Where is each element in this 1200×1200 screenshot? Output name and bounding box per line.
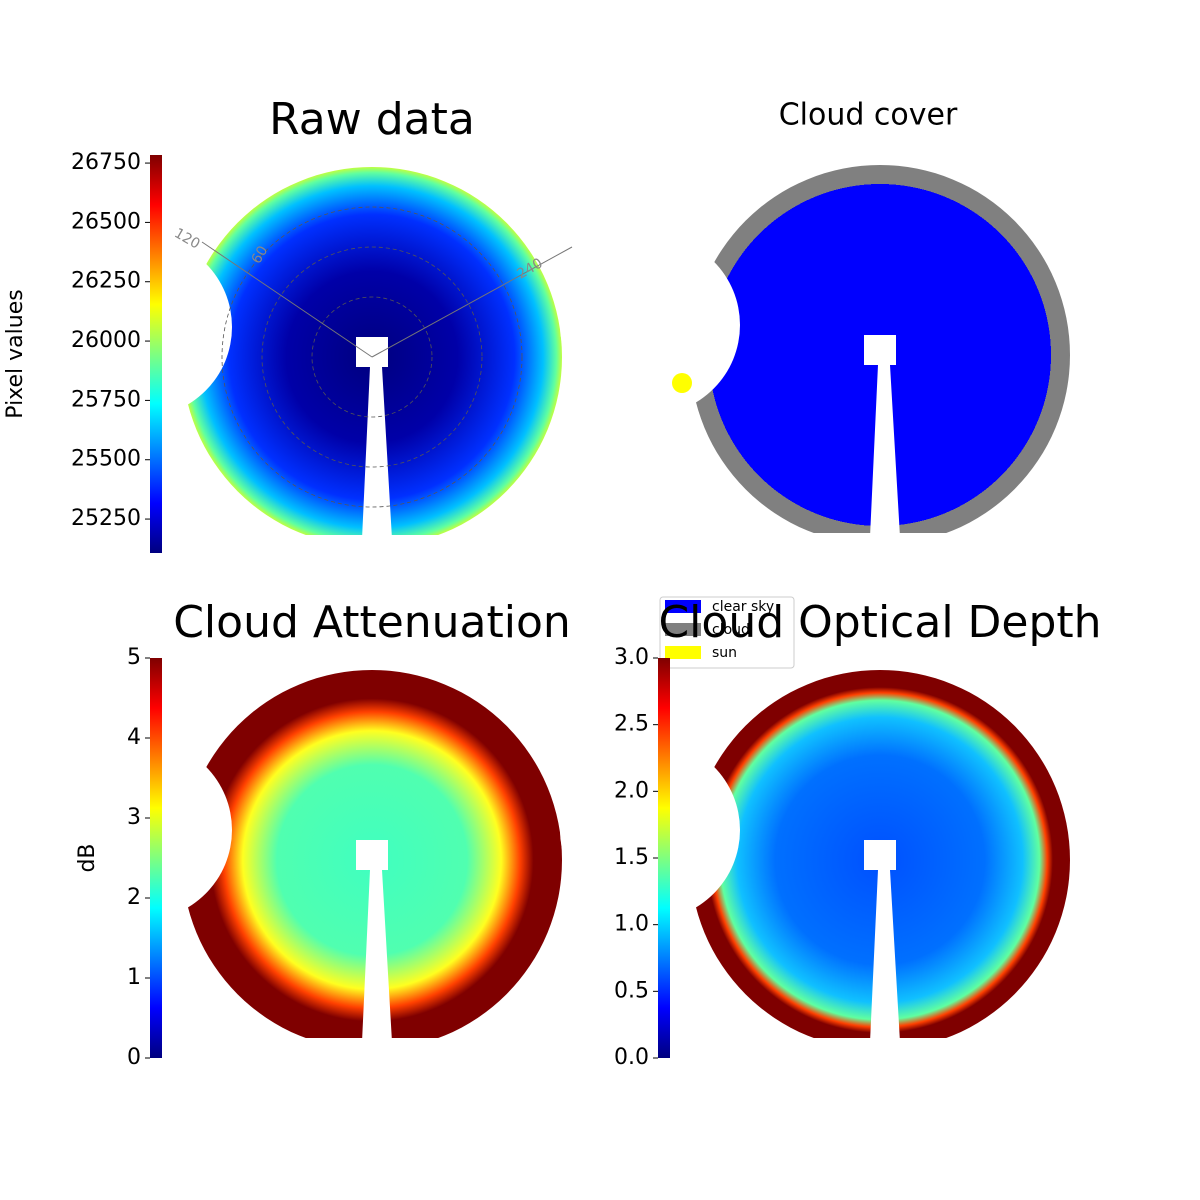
colorbar-tick-label: 3.0	[614, 645, 649, 670]
colorbar-tick-label: 25500	[71, 447, 141, 472]
colorbar-tick-label: 25750	[71, 387, 141, 412]
legend-swatch	[665, 646, 701, 659]
colorbar	[658, 658, 670, 1058]
mask	[680, 533, 1080, 553]
colorbar-tick-label: 26000	[71, 328, 141, 353]
mask	[52, 740, 232, 920]
legend-label: sun	[712, 645, 737, 661]
polar-ring	[201, 241, 373, 358]
colorbar	[150, 155, 162, 553]
legend-swatch	[665, 600, 701, 613]
polar-ring	[311, 296, 433, 418]
colorbar-label: dB	[75, 843, 100, 872]
colorbar-tick-label: 2.0	[614, 778, 649, 803]
colorbar-tick-label: 3	[127, 805, 141, 830]
colorbar-tick-label: 26750	[71, 150, 141, 175]
colorbar	[150, 658, 162, 1058]
panel-title: Cloud Optical Depth	[658, 597, 1101, 648]
mask	[560, 235, 740, 415]
polar-label: 60	[249, 243, 272, 266]
colorbar-tick-label: 5	[127, 645, 141, 670]
mask	[172, 535, 572, 555]
colorbar-tick-label: 1	[127, 965, 141, 990]
panel-title: Cloud Attenuation	[173, 597, 571, 648]
mask	[172, 1038, 572, 1058]
colorbar-tick-label: 25250	[71, 506, 141, 531]
colorbar-tick-label: 4	[127, 725, 141, 750]
colorbar-tick-label: 2.5	[614, 712, 649, 737]
mast	[356, 337, 392, 539]
mast	[356, 840, 392, 1042]
polar-ring	[221, 206, 523, 508]
colorbar-tick-label: 1.5	[614, 845, 649, 870]
colorbar-tick-label: 26250	[71, 269, 141, 294]
legend-swatch	[665, 623, 701, 636]
colorbar-tick-label: 1.0	[614, 912, 649, 937]
panel-title: Raw data	[269, 94, 475, 145]
mask	[680, 1038, 1080, 1058]
mast	[864, 840, 900, 1042]
mask	[52, 237, 232, 417]
polar-ring	[261, 246, 483, 468]
colorbar-tick-label: 2	[127, 885, 141, 910]
mast	[864, 335, 900, 537]
colorbar-label: Pixel values	[3, 289, 28, 418]
mask	[560, 740, 740, 920]
colorbar-tick-label: 0.0	[614, 1045, 649, 1070]
colorbar-tick-label: 0.5	[614, 978, 649, 1003]
colorbar-tick-label: 26500	[71, 209, 141, 234]
sun	[672, 373, 692, 393]
colorbar-tick-label: 0	[127, 1045, 141, 1070]
panel-title: Cloud cover	[779, 98, 958, 133]
legend-label: cloud	[712, 622, 750, 638]
polar-ring	[371, 246, 573, 358]
legend-label: clear sky	[712, 599, 774, 615]
